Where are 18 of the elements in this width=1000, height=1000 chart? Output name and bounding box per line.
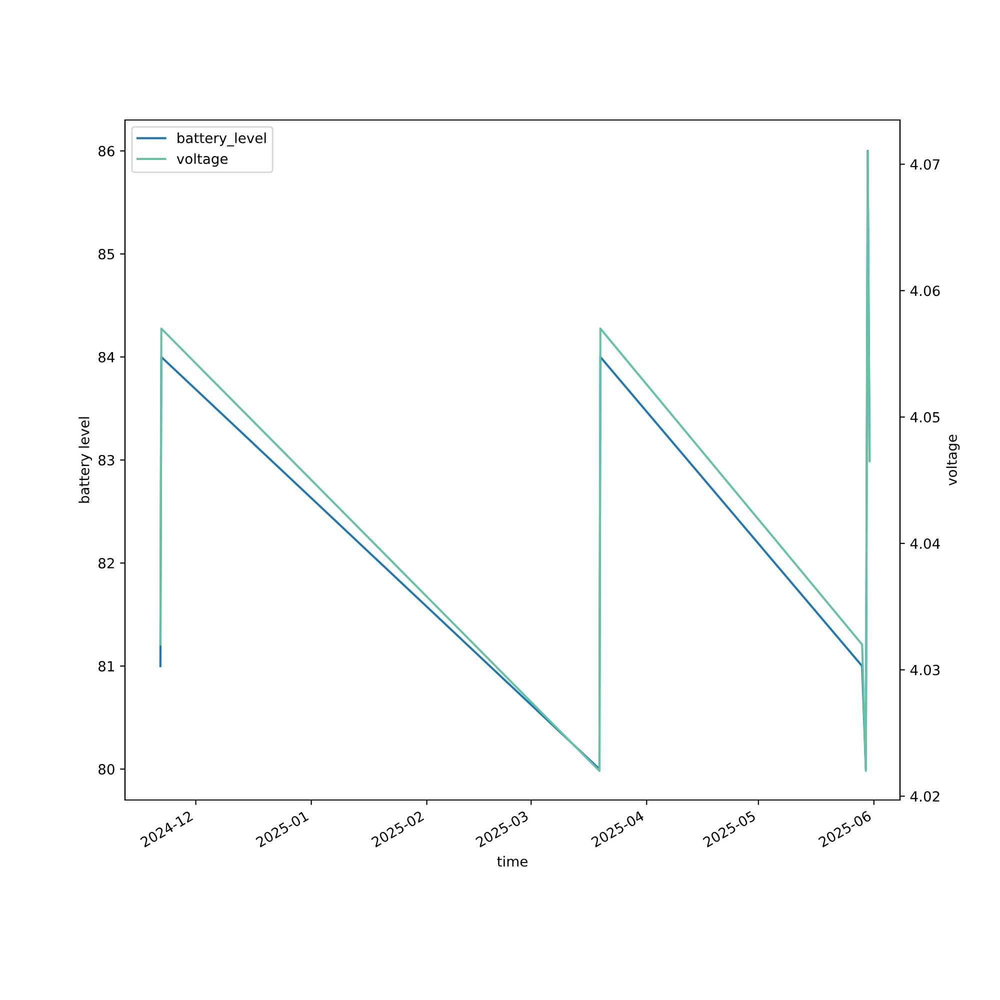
y2-tick-label: 4.07 <box>910 159 940 170</box>
y2-tick-label: 4.05 <box>910 412 940 422</box>
y-axis-title: battery level <box>78 417 92 503</box>
y2-axis-title: voltage <box>946 434 960 486</box>
y-tick-label: 81 <box>98 661 114 672</box>
y-tick-label: 86 <box>98 146 114 156</box>
y-tick-label: 80 <box>98 764 114 775</box>
legend-label: voltage <box>176 153 228 167</box>
legend-label: battery_level <box>178 132 266 146</box>
y2-tick-label: 4.06 <box>910 286 940 296</box>
y-tick-label: 85 <box>98 248 114 260</box>
y-tick-label: 82 <box>98 558 114 569</box>
y-tick-label: 84 <box>98 352 114 362</box>
y2-tick-label: 4.02 <box>910 791 940 802</box>
y2-tick-label: 4.03 <box>910 664 940 676</box>
y-tick-label: 83 <box>98 454 114 466</box>
x-axis-title: time <box>497 856 528 867</box>
y2-tick-label: 4.04 <box>910 538 940 549</box>
